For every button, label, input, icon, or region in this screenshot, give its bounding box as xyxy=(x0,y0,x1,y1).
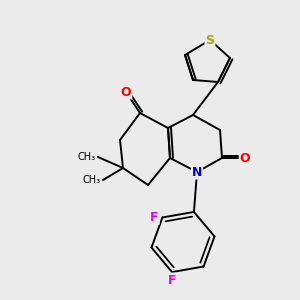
Text: CH₃: CH₃ xyxy=(78,152,96,162)
Text: O: O xyxy=(240,152,250,164)
Text: F: F xyxy=(150,211,159,224)
Text: O: O xyxy=(121,85,131,98)
Text: S: S xyxy=(206,34,214,46)
Text: F: F xyxy=(168,274,176,286)
Text: CH₃: CH₃ xyxy=(83,175,101,185)
Text: N: N xyxy=(192,166,202,178)
